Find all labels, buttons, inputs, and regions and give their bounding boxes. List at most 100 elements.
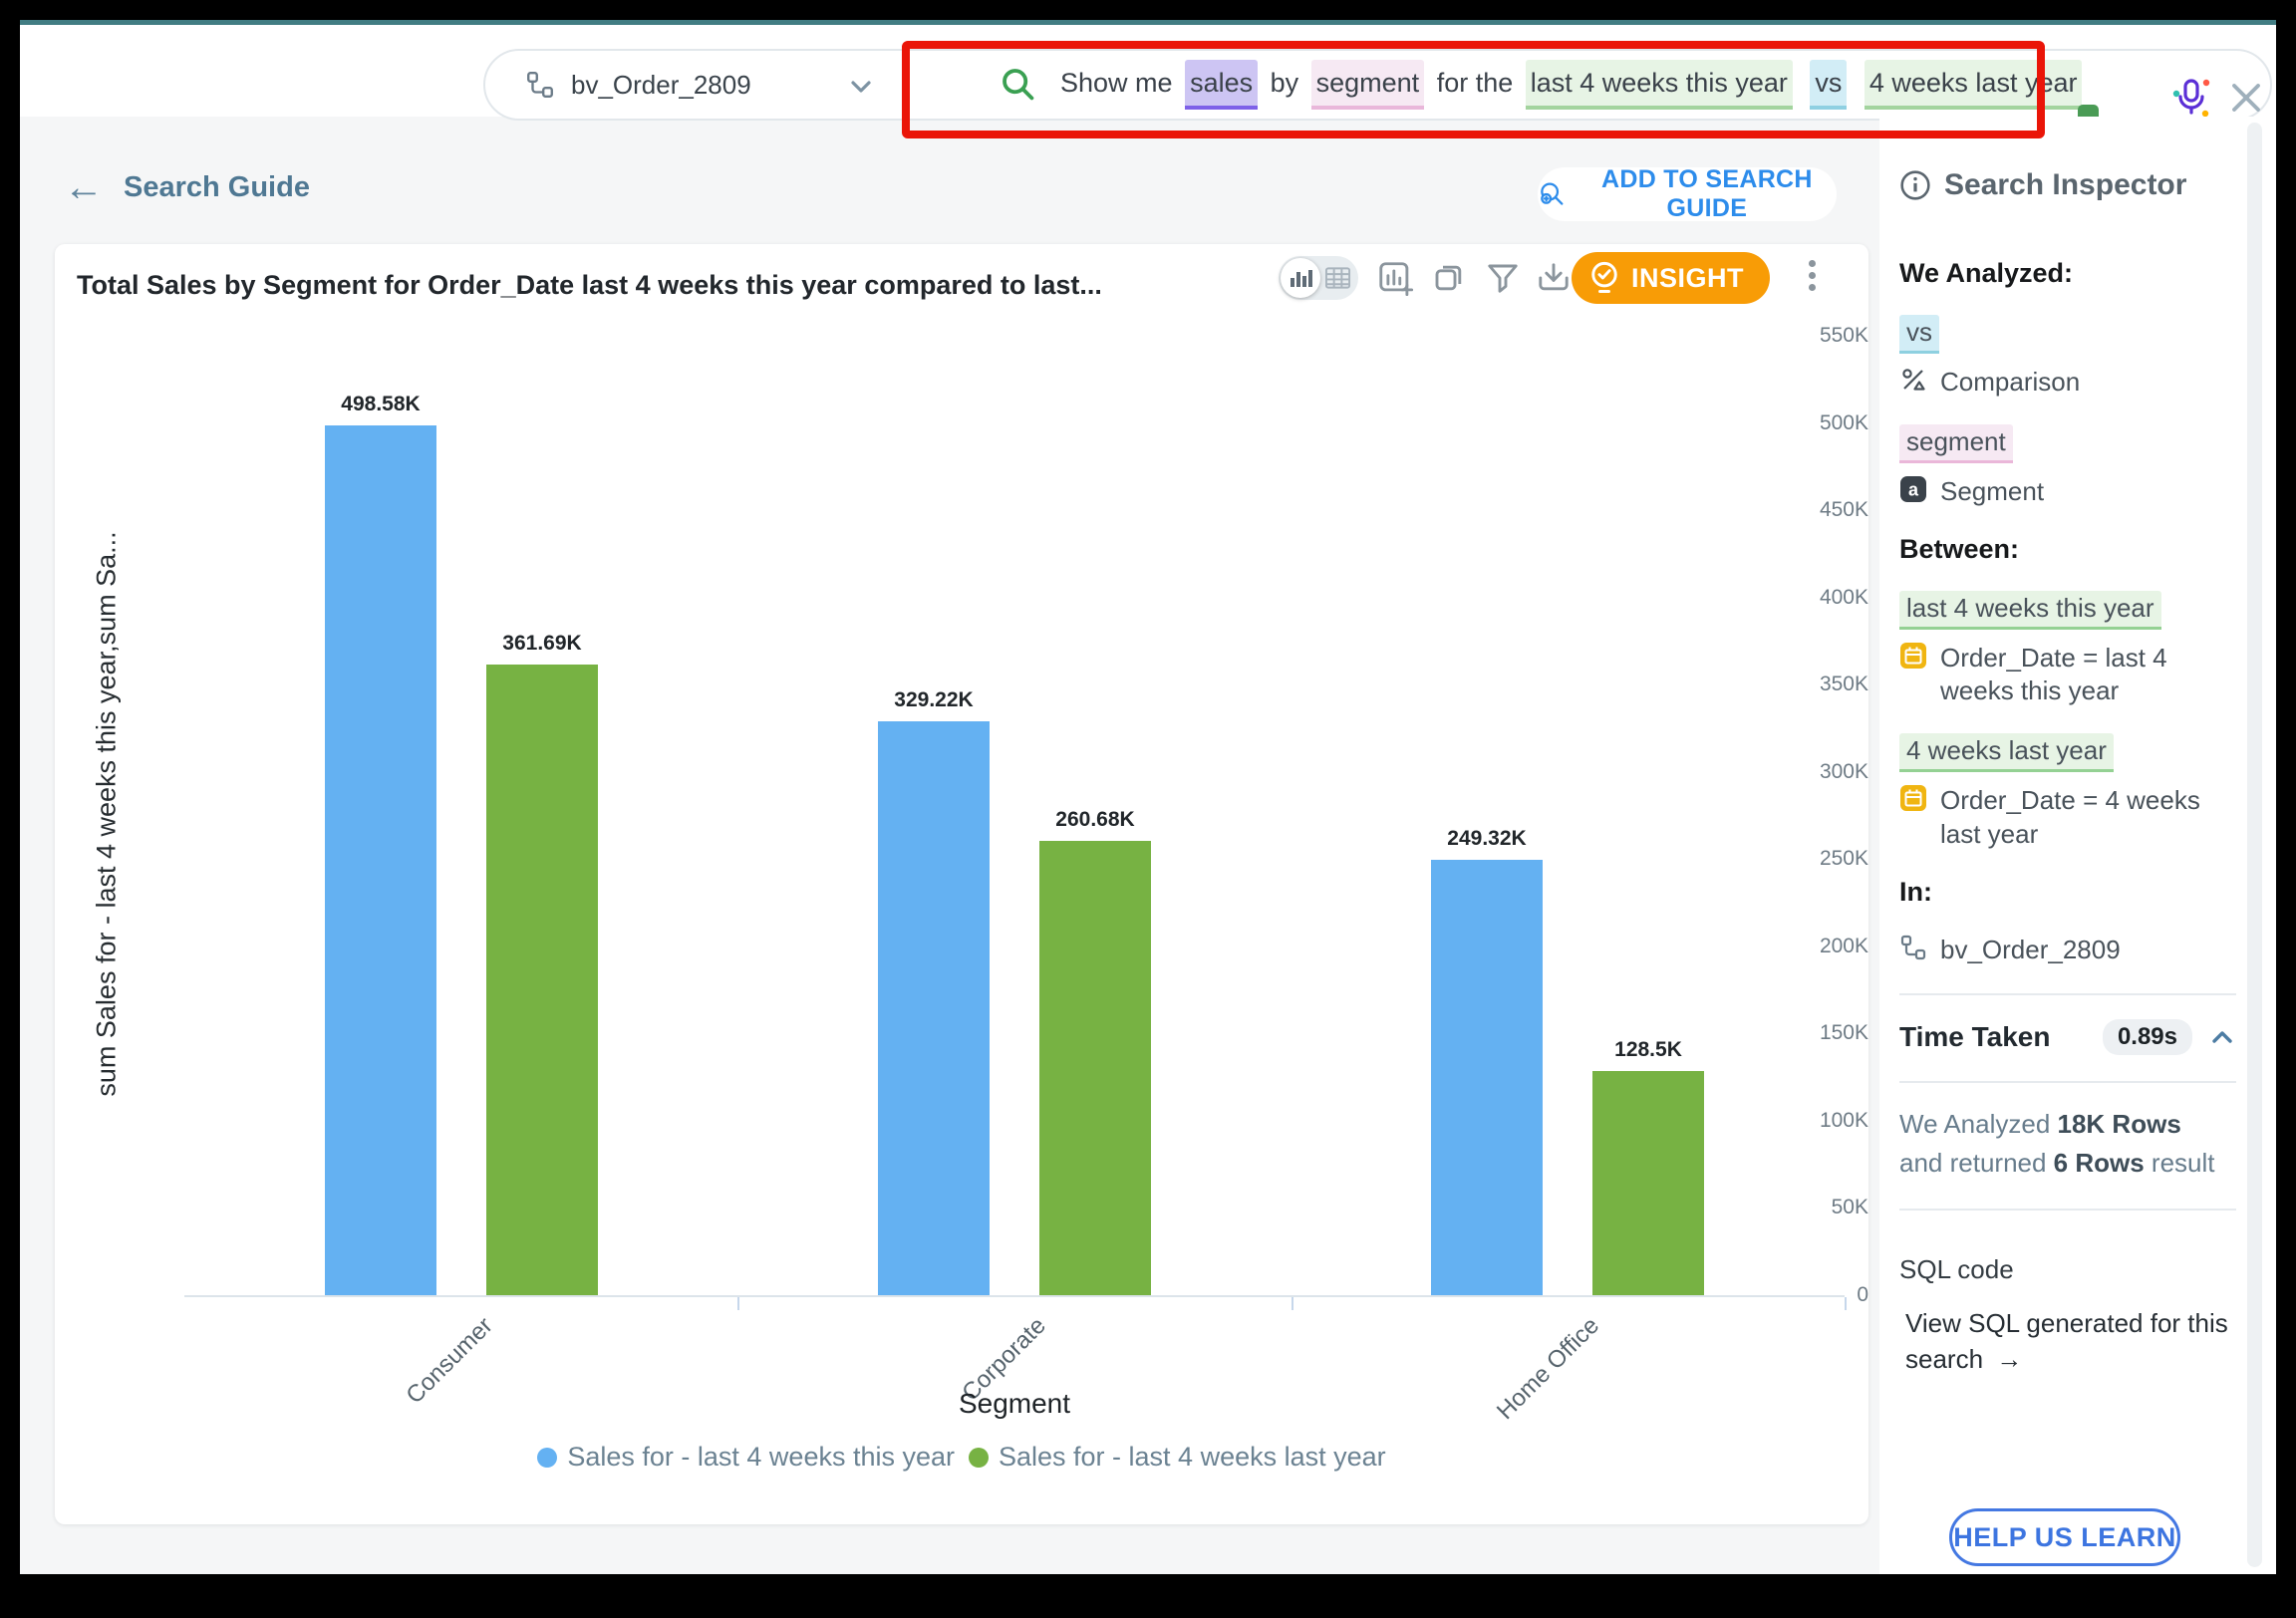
download-button[interactable] <box>1536 256 1579 300</box>
add-chart-button[interactable] <box>1376 256 1420 300</box>
x-axis-tick <box>737 1297 739 1310</box>
more-options-icon[interactable] <box>1797 260 1827 300</box>
time-taken-label: Time Taken <box>1899 1020 2051 1052</box>
query-token-plain <box>1847 60 1865 110</box>
x-axis-tick <box>1292 1297 1293 1310</box>
sql-code-label: SQL code <box>1899 1253 2014 1284</box>
copy-button[interactable] <box>1431 256 1475 300</box>
in-heading: In: <box>1899 876 1932 907</box>
query-token-plain: for the <box>1429 68 1521 98</box>
between-heading: Between: <box>1899 533 2020 564</box>
search-icon <box>1003 69 1034 101</box>
add-to-search-guide-button[interactable]: ADD TO SEARCH GUIDE <box>1538 165 1837 222</box>
chart-table-toggle[interactable] <box>1279 256 1358 300</box>
bar-value-label: 498.58K <box>341 393 421 415</box>
info-icon <box>1900 170 1930 200</box>
search-inspector-panel: Search Inspector We Analyzed: vs Compari… <box>1879 117 2276 1574</box>
datasource-icon <box>1900 935 1926 959</box>
chevron-up-icon[interactable] <box>2208 1024 2236 1050</box>
y-axis-title: sum Sales for - last 4 weeks this year,s… <box>91 531 122 1097</box>
legend-item[interactable]: Sales for - last 4 weeks this year <box>537 1442 955 1473</box>
inspector-title: Search Inspector <box>1899 168 2236 202</box>
legend-dot-icon <box>537 1447 558 1468</box>
between-token-2[interactable]: 4 weeks last year <box>1899 733 2114 773</box>
microphone-icon[interactable] <box>2169 75 2213 121</box>
back-button[interactable]: ← Search Guide <box>64 167 310 207</box>
copy-icon <box>1435 265 1462 291</box>
y-axis-tick-label: 450K <box>1819 498 1868 522</box>
analyzed-comparison-row: Comparison <box>1899 366 2236 400</box>
rows-analyzed-summary: We Analyzed 18K Rows and returned 6 Rows… <box>1899 1108 2215 1178</box>
bar-consumer-series-2[interactable] <box>486 665 598 1295</box>
y-axis-tick-label: 100K <box>1819 1108 1868 1132</box>
filter-button[interactable] <box>1485 256 1529 300</box>
in-datasource-row: bv_Order_2809 <box>1899 934 2236 967</box>
chart-view-button[interactable] <box>1281 258 1320 298</box>
top-accent-line <box>20 20 2276 25</box>
divider <box>1899 992 2236 995</box>
query-token-measure: sales <box>1185 60 1259 110</box>
x-axis-line <box>184 1295 1845 1297</box>
comparison-icon <box>1902 369 1925 391</box>
legend-dot-icon <box>969 1447 989 1468</box>
y-axis-tick-label: 0 <box>1857 1283 1868 1306</box>
svg-text:a: a <box>1908 479 1919 499</box>
query-token-time: 4 weeks last year <box>1864 60 2083 110</box>
query-token-comparison: vs <box>1810 60 1848 110</box>
search-query: Show me sales by segment for the last 4 … <box>1055 60 2083 110</box>
between-token-1[interactable]: last 4 weeks this year <box>1899 590 2161 630</box>
y-axis-tick-label: 250K <box>1819 847 1868 871</box>
we-analyzed-heading: We Analyzed: <box>1899 258 2074 288</box>
add-chart-icon <box>1379 262 1414 297</box>
back-label: Search Guide <box>124 170 310 203</box>
search-bar: bv_Order_2809 Show me sales by segment f… <box>483 41 2272 138</box>
calendar-icon <box>1900 642 1926 669</box>
back-arrow-icon: ← <box>64 165 104 209</box>
calendar-icon <box>1900 785 1926 812</box>
legend-label: Sales for - last 4 weeks last year <box>999 1442 1386 1472</box>
bar-corporate-series-2[interactable] <box>1039 841 1151 1295</box>
search-guide-icon <box>1541 182 1564 205</box>
datasource-selector[interactable]: bv_Order_2809 <box>485 51 904 119</box>
time-taken-value: 0.89s <box>2102 1018 2192 1055</box>
datasource-label: bv_Order_2809 <box>571 69 751 100</box>
help-us-learn-button[interactable]: HELP US LEARN <box>1949 1508 2180 1566</box>
bar-corporate-series-1[interactable] <box>878 721 990 1295</box>
divider <box>1899 1208 2236 1211</box>
query-token-plain: Show me <box>1060 68 1181 98</box>
search-input[interactable]: Show me sales by segment for the last 4 … <box>904 51 2083 119</box>
time-taken-row: Time Taken 0.89s <box>1899 1018 2236 1055</box>
analyzed-token-vs[interactable]: vs <box>1899 315 1939 354</box>
table-view-button[interactable] <box>1324 265 1351 291</box>
legend-item[interactable]: Sales for - last 4 weeks last year <box>969 1442 1386 1473</box>
insight-label: INSIGHT <box>1631 262 1745 293</box>
datasource-icon <box>527 72 553 98</box>
bar-home-office-series-2[interactable] <box>1592 1071 1704 1295</box>
chevron-down-icon <box>851 81 871 93</box>
bar-consumer-series-1[interactable] <box>325 425 436 1295</box>
y-axis-tick-label: 300K <box>1819 759 1868 783</box>
chart-legend: Sales for - last 4 weeks this year Sales … <box>55 1442 1868 1473</box>
x-axis-title: Segment <box>958 1388 1071 1419</box>
y-axis-tick-label: 400K <box>1819 585 1868 609</box>
query-token-attribute: segment <box>1310 60 1425 110</box>
filter-icon <box>1488 264 1518 293</box>
analyzed-segment-row: a Segment <box>1899 475 2236 509</box>
add-to-search-guide-label: ADD TO SEARCH GUIDE <box>1600 165 1813 222</box>
between-filter-row-1: Order_Date = last 4 weeks this year <box>1899 642 2236 709</box>
bar-value-label: 260.68K <box>1055 808 1135 831</box>
view-sql-link[interactable]: View SQL generated for this search → <box>1899 1305 2228 1378</box>
bar-value-label: 329.22K <box>894 688 974 711</box>
bar-value-label: 249.32K <box>1447 827 1527 850</box>
x-axis-tick <box>1845 1297 1847 1310</box>
y-axis-tick-label: 200K <box>1819 934 1868 957</box>
insight-button[interactable]: INSIGHT <box>1572 252 1771 304</box>
analyzed-token-segment[interactable]: segment <box>1899 423 2013 463</box>
y-axis-tick-label: 550K <box>1819 324 1868 347</box>
insight-bulb-icon <box>1591 261 1617 293</box>
scrollbar-track[interactable] <box>2247 123 2262 1567</box>
bar-value-label: 361.69K <box>502 632 582 655</box>
bar-home-office-series-1[interactable] <box>1431 860 1543 1295</box>
bar-chart-icon <box>1291 270 1312 287</box>
close-icon[interactable] <box>2227 79 2265 117</box>
